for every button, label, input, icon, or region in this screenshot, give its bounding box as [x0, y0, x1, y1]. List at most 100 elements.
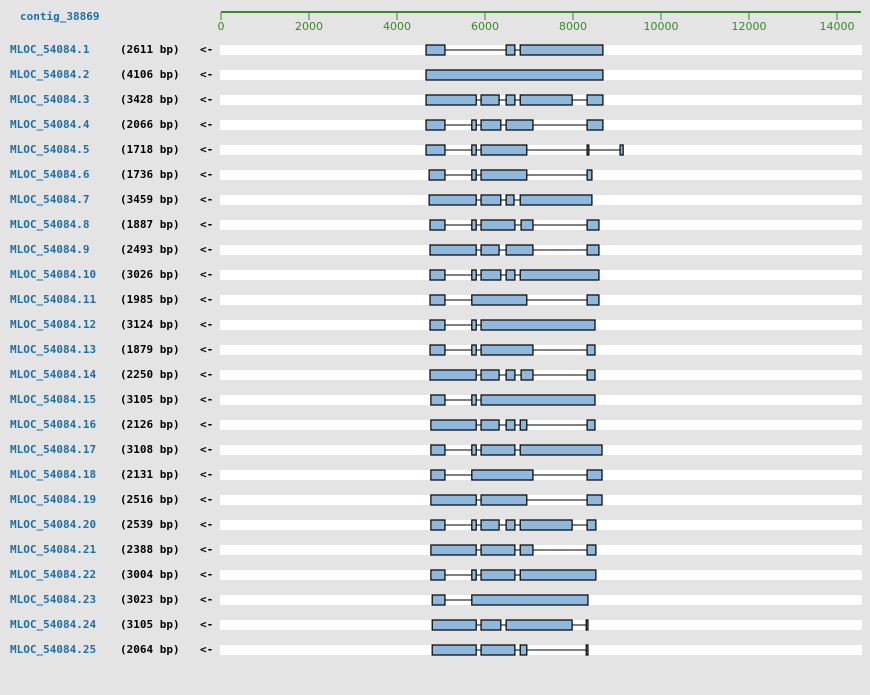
exon [586, 519, 597, 531]
exon [425, 144, 446, 156]
transcript-length: (1736 bp) [120, 168, 180, 181]
transcript-name[interactable]: MLOC_54084.10 [10, 268, 96, 281]
x-tick-label: 8000 [559, 20, 587, 33]
exon [480, 519, 500, 531]
strand: <- [200, 343, 213, 356]
exon [471, 569, 477, 581]
strand: <- [200, 143, 213, 156]
transcript-name[interactable]: MLOC_54084.14 [10, 368, 96, 381]
exon [429, 294, 446, 306]
exon [505, 44, 516, 56]
x-tick-label: 6000 [471, 20, 499, 33]
transcript-name[interactable]: MLOC_54084.11 [10, 293, 96, 306]
transcript-name[interactable]: MLOC_54084.2 [10, 68, 89, 81]
exon [430, 494, 477, 506]
exon [429, 219, 446, 231]
transcript-name[interactable]: MLOC_54084.16 [10, 418, 96, 431]
strand: <- [200, 568, 213, 581]
exon [519, 44, 604, 56]
transcript-length: (1718 bp) [120, 143, 180, 156]
exon [428, 194, 477, 206]
contig-label[interactable]: contig_38869 [20, 10, 99, 23]
exon [429, 344, 446, 356]
transcript-length: (2388 bp) [120, 543, 180, 556]
exon [520, 369, 534, 381]
strand: <- [200, 468, 213, 481]
exon [519, 194, 593, 206]
x-tick-label: 14000 [820, 20, 855, 33]
transcript-name[interactable]: MLOC_54084.25 [10, 643, 96, 656]
transcript-name[interactable]: MLOC_54084.24 [10, 618, 96, 631]
exon [480, 319, 596, 331]
exon [480, 169, 528, 181]
transcript-name[interactable]: MLOC_54084.18 [10, 468, 96, 481]
exon [505, 619, 573, 631]
strand: <- [200, 68, 213, 81]
exon [480, 394, 596, 406]
transcript-name[interactable]: MLOC_54084.6 [10, 168, 90, 181]
exon [431, 594, 446, 606]
strand: <- [200, 643, 213, 656]
exon [480, 544, 516, 556]
strand: <- [200, 193, 213, 206]
transcript-name[interactable]: MLOC_54084.21 [10, 543, 96, 556]
transcript-length: (2250 bp) [120, 368, 180, 381]
transcript-name[interactable]: MLOC_54084.7 [10, 193, 89, 206]
exon [520, 219, 534, 231]
exon [430, 419, 477, 431]
exon [430, 469, 446, 481]
exon [586, 169, 593, 181]
transcript-name[interactable]: MLOC_54084.9 [10, 243, 89, 256]
transcript-name[interactable]: MLOC_54084.1 [10, 43, 90, 56]
transcript-name[interactable]: MLOC_54084.20 [10, 518, 96, 531]
strand: <- [200, 218, 213, 231]
strand: <- [200, 268, 213, 281]
exon [471, 219, 477, 231]
transcript-name[interactable]: MLOC_54084.17 [10, 443, 96, 456]
transcript-name[interactable]: MLOC_54084.13 [10, 343, 96, 356]
transcript-length: (2126 bp) [120, 418, 180, 431]
transcript-length: (3105 bp) [120, 618, 180, 631]
transcript-length: (3459 bp) [120, 193, 180, 206]
exon [505, 244, 534, 256]
exon [480, 94, 500, 106]
transcript-name[interactable]: MLOC_54084.23 [10, 593, 96, 606]
exon [519, 419, 528, 431]
transcript-length: (2064 bp) [120, 643, 180, 656]
exon [505, 119, 534, 131]
strand: <- [200, 593, 213, 606]
transcript-length: (3026 bp) [120, 268, 180, 281]
exon [480, 444, 516, 456]
transcript-length: (3108 bp) [120, 443, 180, 456]
exon [505, 369, 516, 381]
transcript-name[interactable]: MLOC_54084.12 [10, 318, 96, 331]
x-tick-label: 12000 [732, 20, 767, 33]
exon [471, 294, 528, 306]
transcript-name[interactable]: MLOC_54084.19 [10, 493, 96, 506]
strand: <- [200, 318, 213, 331]
exon [519, 94, 573, 106]
transcript-name[interactable]: MLOC_54084.3 [10, 93, 89, 106]
exon [430, 444, 446, 456]
exon [586, 419, 596, 431]
strand: <- [200, 518, 213, 531]
transcript-name[interactable]: MLOC_54084.4 [10, 118, 90, 131]
transcript-name[interactable]: MLOC_54084.8 [10, 218, 89, 231]
transcript-name[interactable]: MLOC_54084.15 [10, 393, 96, 406]
transcript-length: (3124 bp) [120, 318, 180, 331]
exon [505, 194, 515, 206]
exon [471, 519, 477, 531]
exon [480, 569, 516, 581]
strand: <- [200, 168, 213, 181]
transcript-name[interactable]: MLOC_54084.5 [10, 143, 89, 156]
exon [519, 569, 597, 581]
exon [480, 419, 500, 431]
exon [586, 144, 590, 156]
exon [586, 544, 597, 556]
transcript-length: (4106 bp) [120, 68, 180, 81]
transcript-name[interactable]: MLOC_54084.22 [10, 568, 96, 581]
transcript-length: (3004 bp) [120, 568, 180, 581]
exon [586, 119, 604, 131]
exon [586, 344, 596, 356]
